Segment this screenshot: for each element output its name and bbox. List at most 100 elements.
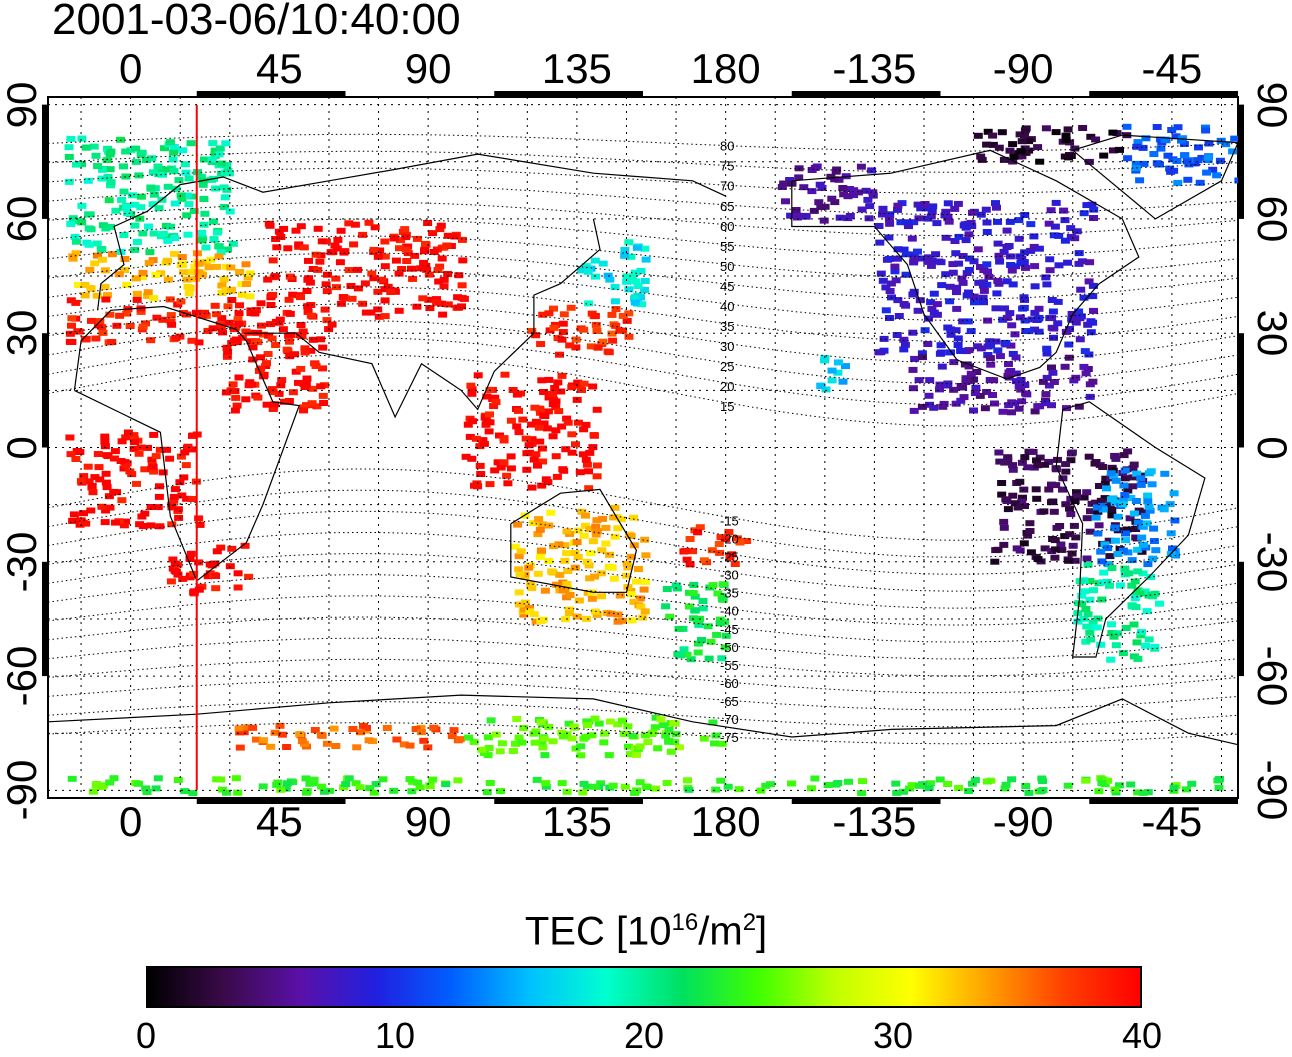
tec-cell [695, 524, 705, 531]
tec-cell [1016, 386, 1026, 393]
tec-cell [1159, 506, 1169, 513]
tec-cell [548, 391, 557, 397]
tec-cell [165, 139, 175, 146]
tec-cell [1096, 548, 1106, 555]
tec-cell [267, 386, 277, 393]
tec-cell [948, 261, 958, 268]
tec-cell [1041, 274, 1051, 281]
tec-cell [1049, 508, 1059, 515]
tec-cell [288, 389, 298, 396]
tec-cell [182, 192, 192, 199]
tec-cell [1074, 403, 1084, 410]
tec-cell [1061, 501, 1071, 508]
tec-cell [945, 283, 955, 290]
tec-cell [240, 542, 250, 549]
tec-cell [90, 474, 100, 481]
tec-cell [1008, 492, 1018, 499]
tec-cell [1063, 259, 1073, 266]
right-scale-segment [1238, 333, 1244, 448]
tec-cell [694, 640, 703, 647]
tec-cell [153, 163, 163, 170]
tec-cell [538, 311, 548, 318]
tec-cell [573, 379, 583, 386]
tec-cell [627, 273, 637, 280]
tec-cell [716, 777, 726, 784]
tec-cell [1143, 492, 1153, 499]
tec-cell [95, 476, 105, 483]
tec-cell [344, 775, 354, 782]
tec-cell [613, 525, 623, 532]
tec-cell [219, 276, 229, 283]
tec-cell [1088, 619, 1098, 626]
tec-cell [988, 392, 997, 398]
tec-cell [251, 307, 261, 314]
tec-cell [991, 305, 1001, 312]
tec-cell [284, 398, 294, 404]
tec-cell [100, 443, 110, 450]
tec-cell [237, 334, 247, 341]
tec-cell [303, 308, 313, 315]
tec-cell [710, 740, 719, 747]
tec-cell [506, 465, 516, 472]
tec-cell [921, 205, 931, 212]
tec-cell [333, 236, 343, 243]
tec-cell [92, 292, 102, 299]
tec-cell [951, 250, 961, 257]
tec-cell [81, 520, 91, 527]
tec-cell [163, 166, 173, 173]
tec-cell [600, 730, 609, 737]
tec-cell [536, 719, 546, 726]
tec-cell [1103, 545, 1113, 552]
tec-cell [581, 456, 591, 463]
tec-cell [177, 195, 187, 202]
tec-cell [540, 752, 550, 759]
tec-cell [449, 727, 459, 734]
tec-cell [154, 493, 164, 500]
tec-cell [198, 312, 208, 319]
tec-cell [496, 464, 506, 471]
tec-cell [1172, 158, 1182, 164]
tec-cell [690, 607, 700, 614]
tec-cell [100, 267, 110, 274]
tec-cell [994, 449, 1004, 456]
tec-cell [271, 342, 281, 348]
tec-cell [1094, 788, 1104, 795]
tec-cell [953, 335, 963, 342]
tec-cell [116, 458, 126, 464]
tec-cell [541, 780, 551, 787]
tec-cell [1065, 505, 1074, 512]
tec-cell [599, 739, 609, 746]
tec-cell [259, 331, 268, 338]
tec-cell [194, 260, 204, 267]
tec-cell [686, 656, 696, 663]
tec-cell [149, 230, 159, 237]
tec-cell [259, 371, 269, 378]
tec-cell [640, 732, 650, 739]
right-latitude-tick: -30 [1249, 531, 1292, 593]
tec-cell [577, 267, 587, 274]
tec-cell [81, 336, 91, 343]
tec-cell [154, 205, 164, 212]
tec-cell [571, 336, 581, 343]
tec-cell [98, 329, 108, 336]
tec-cell [878, 277, 888, 284]
tec-cell [666, 748, 676, 755]
tec-cell [516, 548, 526, 555]
tec-cell [508, 387, 518, 393]
tec-cell [969, 407, 978, 414]
tec-cell [1147, 591, 1157, 598]
tec-cell [958, 318, 968, 325]
tec-cell [1138, 523, 1148, 530]
tec-cell [531, 332, 541, 339]
tec-cell [864, 215, 874, 222]
tec-cell [109, 775, 119, 782]
tec-cell [664, 738, 674, 745]
tec-cell [234, 374, 244, 381]
tec-cell [946, 349, 955, 356]
tec-cell [537, 377, 547, 384]
tec-cell [358, 231, 368, 238]
left-scale-segment [42, 104, 48, 219]
tec-cell [844, 778, 853, 785]
tec-cell [948, 269, 958, 276]
tec-cell [112, 322, 122, 329]
